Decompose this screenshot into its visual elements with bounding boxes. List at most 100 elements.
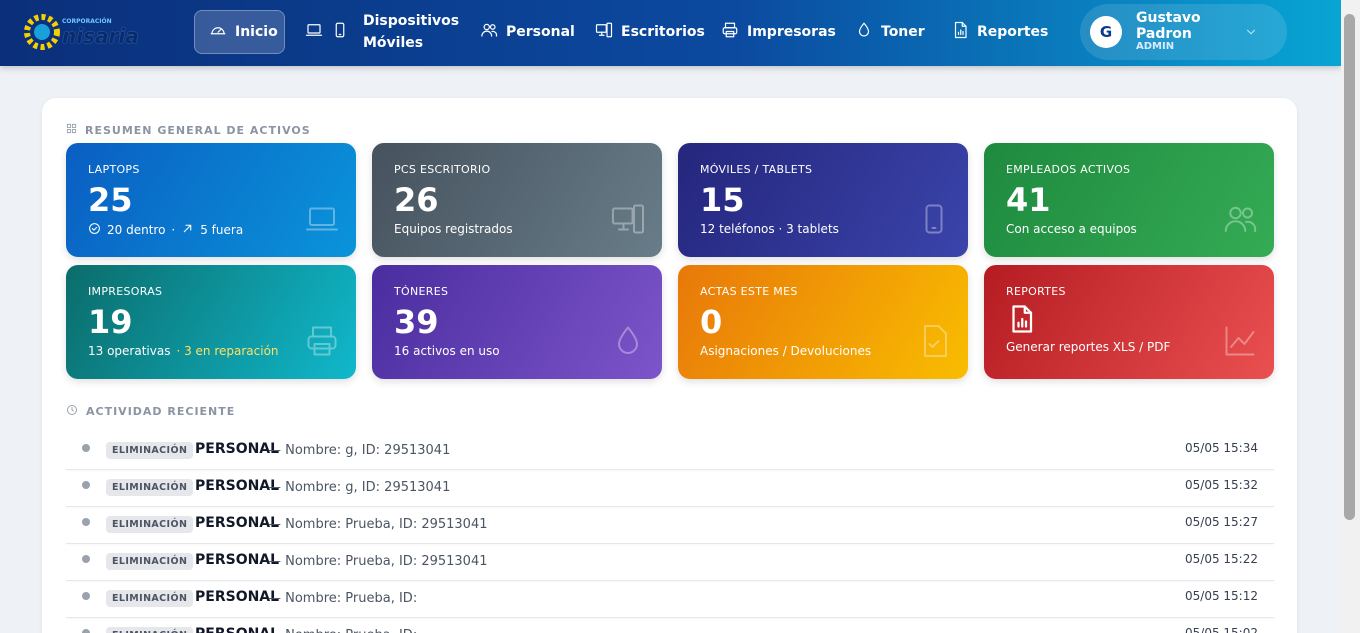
icon-part: [481, 30, 493, 37]
activity-row: ELIMINACIÓN PERSONAL — Nombre: g, ID: 2951…: [66, 432, 1274, 470]
nav-link[interactable]: Impresoras: [707, 10, 837, 54]
nav-link[interactable]: Dispositivos Móviles: [291, 10, 459, 54]
card-detail: 16 activos en uso: [394, 344, 640, 358]
icon-part: [71, 123, 77, 129]
status-dot: [82, 481, 90, 489]
detail-icon: [181, 222, 194, 238]
detail-text: Con acceso a equipos: [1006, 222, 1137, 236]
card-value: 25: [88, 181, 133, 219]
card-detail: Generar reportes XLS / PDF: [1006, 340, 1252, 354]
scrollbar-thumb[interactable]: [1344, 14, 1355, 520]
detail-text: Asignaciones / Devoluciones: [700, 344, 872, 358]
status-dot: [82, 518, 90, 526]
entity: PERSONAL: [195, 552, 280, 568]
card-icon: [610, 323, 646, 363]
icon-part: [858, 22, 870, 37]
icon-part: [66, 123, 72, 129]
section-icon: [66, 404, 78, 419]
detail: — Nombre: g, ID: 29513041: [268, 480, 451, 495]
nav-icon: [331, 21, 349, 43]
icon-part: [71, 407, 74, 412]
icon-part: [1017, 317, 1028, 328]
icon-part: [34, 24, 50, 40]
icon-part: [925, 204, 943, 234]
detail-text: 20 dentro: [107, 223, 166, 237]
nav-link[interactable]: Toner: [841, 10, 931, 54]
icon-part: [618, 222, 629, 231]
logo: CORPORACIÓN nisaria: [24, 14, 164, 50]
stat-card[interactable]: PCS ESCRITORIO 26 Equipos registrados: [372, 143, 662, 257]
icon-part: [483, 23, 490, 31]
icon-part: [307, 326, 337, 356]
icon-part: [489, 24, 496, 30]
icon-part: [1245, 220, 1257, 232]
stat-card[interactable]: REPORTES Generar reportes XLS / PDF: [984, 265, 1274, 379]
icon-part: [924, 325, 947, 357]
timestamp: 05/05 15:27: [1185, 515, 1258, 529]
nav-label: Inicio: [235, 24, 278, 40]
icon-part: [335, 22, 345, 38]
user-menu[interactable]: G Gustavo Padron ADMIN: [1080, 4, 1287, 60]
avatar: G: [1090, 16, 1122, 48]
detail-icon: [88, 222, 101, 238]
card-label: EMPLEADOS ACTIVOS: [1006, 163, 1131, 176]
nav-link[interactable]: Reportes: [937, 10, 1049, 54]
icon-part: [89, 223, 100, 234]
icon-part: [618, 326, 638, 354]
section-title: RESUMEN GENERAL DE ACTIVOS: [66, 123, 311, 137]
logo-caption: CORPORACIÓN: [62, 18, 112, 25]
icon-part: [595, 24, 607, 33]
nav-link[interactable]: Inicio: [194, 10, 285, 54]
stat-card[interactable]: MÓVILES / TABLETS 15 12 teléfonos · 3 tabl…: [678, 143, 968, 257]
nav-icon: [209, 21, 227, 43]
icon-part: [954, 21, 967, 39]
detail-text: ·: [171, 223, 176, 237]
stat-card[interactable]: IMPRESORAS 19 13 operativas · 3 en reparaci…: [66, 265, 356, 379]
logo-name: nisaria: [62, 24, 139, 48]
card-detail: Equipos registrados: [394, 222, 640, 236]
icon-part: [612, 204, 644, 234]
stat-card[interactable]: LAPTOPS 25 20 dentro · 5 fuera: [66, 143, 356, 257]
icon-part: [1225, 326, 1255, 356]
card-detail: 12 teléfonos · 3 tablets: [700, 222, 946, 236]
nav-icon: [721, 21, 739, 43]
icon-part: [928, 340, 940, 348]
nav-link[interactable]: Personal: [466, 10, 576, 54]
icon-part: [66, 123, 77, 134]
nav-icon: [480, 21, 498, 43]
icon-part: [312, 326, 332, 338]
icon-part: [89, 223, 100, 234]
entity: PERSONAL: [195, 515, 280, 531]
card-value: 26: [394, 181, 439, 219]
icon-part: [211, 27, 225, 35]
detail: — Nombre: Prueba, ID:: [268, 591, 418, 606]
detail-text: 16 activos en uso: [394, 344, 500, 358]
icon-part: [722, 22, 738, 38]
icon-part: [306, 207, 338, 231]
icon-part: [1224, 220, 1247, 232]
card-detail: 13 operativas · 3 en reparación: [88, 344, 334, 358]
timestamp: 05/05 15:12: [1185, 589, 1258, 603]
entity: PERSONAL: [195, 589, 280, 605]
timestamp: 05/05 15:32: [1185, 478, 1258, 492]
icon-part: [71, 128, 77, 134]
nav-link[interactable]: Escritorios: [581, 10, 705, 54]
stat-card[interactable]: TÓNERES 39 16 activos en uso: [372, 265, 662, 379]
icon-part: [210, 27, 226, 35]
icon-part: [66, 128, 72, 134]
stat-card[interactable]: ACTAS ESTE MES 0 Asignaciones / Devolucion…: [678, 265, 968, 379]
card-value: 19: [88, 303, 133, 341]
icon-part: [924, 325, 947, 357]
stat-card[interactable]: EMPLEADOS ACTIVOS 41 Con acceso a equipos: [984, 143, 1274, 257]
action-badge: ELIMINACIÓN: [106, 553, 194, 570]
icon-part: [335, 22, 345, 38]
action-badge: ELIMINACIÓN: [106, 627, 194, 633]
card-label: PCS ESCRITORIO: [394, 163, 491, 176]
section-title: ACTIVIDAD RECIENTE: [66, 404, 235, 419]
icon-part: [183, 224, 192, 233]
nav-label: Reportes: [977, 24, 1049, 40]
